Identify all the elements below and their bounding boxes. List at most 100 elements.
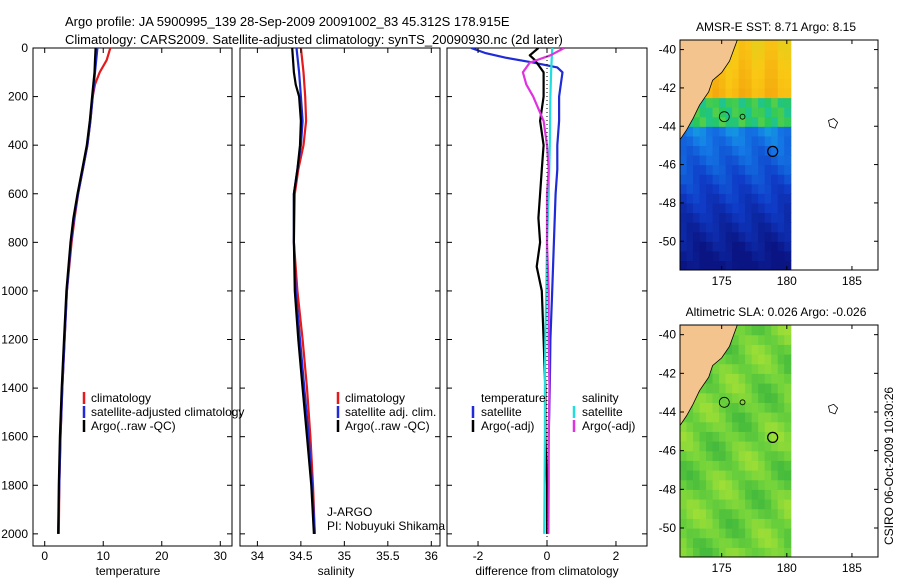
- sst-map-frame: [679, 39, 879, 271]
- map-cell: [680, 250, 688, 262]
- map-cell: [738, 344, 746, 355]
- map-cell: [732, 479, 740, 490]
- map-cell: [725, 373, 733, 384]
- map-cell: [745, 116, 753, 127]
- map-cell: [771, 344, 779, 355]
- x-tick-label: -2: [473, 549, 484, 563]
- map-cell: [771, 528, 779, 539]
- map-cell: [751, 334, 759, 345]
- map-cell: [732, 59, 740, 70]
- map-cell: [738, 40, 746, 51]
- map-cell: [706, 518, 714, 529]
- map-cell: [699, 183, 707, 194]
- map-cell: [725, 97, 733, 108]
- map-cell: [777, 155, 785, 166]
- map-cell: [745, 135, 753, 147]
- map-y-tick-label: -48: [659, 196, 677, 210]
- map-cell: [680, 164, 688, 175]
- map-x-tick-label: 185: [842, 561, 862, 575]
- map-cell: [784, 547, 792, 557]
- map-y-tick-label: -50: [659, 234, 677, 248]
- y-tick-label: 400: [8, 138, 28, 152]
- x-tick-label: 35.5: [376, 549, 400, 563]
- map-cell: [725, 460, 733, 471]
- map-cell: [764, 116, 772, 127]
- map-cell: [751, 49, 759, 60]
- map-cell: [751, 460, 759, 471]
- y-tick-label: 2000: [1, 527, 28, 541]
- map-cell: [777, 135, 785, 147]
- map-cell: [706, 193, 714, 204]
- map-cell: [699, 241, 707, 252]
- map-cell: [745, 528, 753, 539]
- map-cell: [751, 212, 759, 223]
- map-cell: [745, 174, 753, 185]
- map-cell: [784, 528, 792, 539]
- map-cell: [777, 460, 785, 471]
- map-cell: [732, 508, 740, 519]
- map-cell: [706, 164, 714, 175]
- map-cell: [693, 107, 701, 118]
- map-cell: [751, 241, 759, 252]
- map-cell: [680, 450, 688, 461]
- map-cell: [719, 126, 727, 137]
- map-cell: [771, 383, 779, 394]
- map-cell: [777, 421, 785, 432]
- difference-xlabel: difference from climatology: [475, 564, 618, 578]
- map-cell: [725, 508, 733, 519]
- map-cell: [732, 421, 740, 432]
- map-cell: [732, 402, 740, 413]
- map-cell: [680, 212, 688, 223]
- map-cell: [719, 518, 727, 529]
- map-cell: [738, 373, 746, 384]
- map-cell: [732, 174, 740, 185]
- map-cell: [699, 402, 707, 413]
- map-cell: [771, 489, 779, 500]
- map-cell: [686, 518, 694, 529]
- map-cell: [719, 241, 727, 252]
- map-cell: [738, 193, 746, 204]
- map-cell: [771, 479, 779, 490]
- map-cell: [725, 241, 733, 252]
- map-cell: [680, 145, 688, 156]
- map-cell: [758, 431, 766, 442]
- map-cell: [699, 508, 707, 519]
- map-cell: [686, 479, 694, 490]
- map-cell: [784, 392, 792, 403]
- sst-map-title: AMSR-E SST: 8.71 Argo: 8.15: [696, 20, 856, 34]
- map-cell: [712, 202, 720, 214]
- map-cell: [725, 489, 733, 500]
- chatham-island-outline: [828, 118, 839, 129]
- difference-series-group: [470, 48, 565, 534]
- header-line1: Argo profile: JA 5900995_139 28-Sep-2009…: [65, 14, 510, 29]
- map-cell: [777, 145, 785, 156]
- map-cell: [784, 135, 792, 147]
- map-cell: [738, 325, 746, 336]
- map-cell: [686, 537, 694, 548]
- map-cell: [706, 508, 714, 519]
- chatham-island-outline: [828, 403, 839, 415]
- map-cell: [784, 222, 792, 233]
- map-cell: [686, 470, 694, 481]
- map-cell: [738, 392, 746, 403]
- map-cell: [732, 470, 740, 481]
- map-cell: [771, 547, 779, 557]
- map-cell: [745, 59, 753, 70]
- map-cell: [745, 489, 753, 500]
- map-cell: [751, 40, 759, 51]
- map-cell: [745, 260, 753, 270]
- map-cell: [777, 202, 785, 214]
- map-cell: [699, 412, 707, 423]
- map-cell: [732, 441, 740, 452]
- map-y-tick-label: -40: [659, 328, 677, 342]
- map-cell: [745, 145, 753, 156]
- map-cell: [712, 183, 720, 194]
- map-cell: [725, 479, 733, 490]
- map-cell: [758, 183, 766, 194]
- map-cell: [784, 537, 792, 548]
- map-cell: [771, 241, 779, 252]
- map-cell: [764, 499, 772, 510]
- map-cell: [745, 164, 753, 175]
- legend-label-temp-argo: Argo(-adj): [481, 419, 534, 433]
- map-cell: [738, 49, 746, 60]
